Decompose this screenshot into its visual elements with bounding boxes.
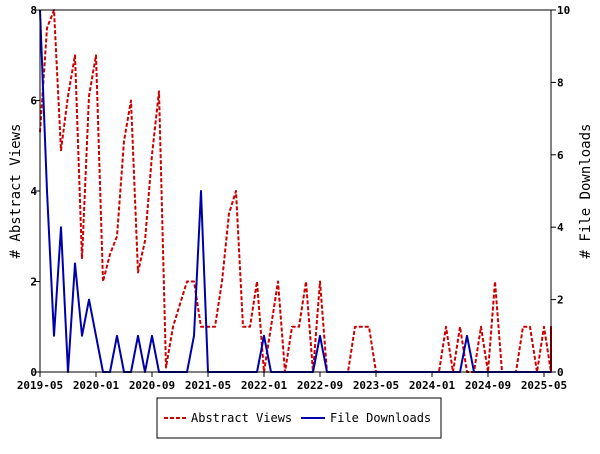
y-right-tick-label: 10 xyxy=(557,4,570,17)
x-tick-label: 2024-09 xyxy=(465,379,511,392)
x-tick-label: 2025-05 xyxy=(521,379,567,392)
y-left-tick-label: 2 xyxy=(30,276,37,289)
legend-box xyxy=(156,397,442,439)
axes-layer: 2019-05 2020-01 2020-09 2021-05 2022-01 2022-… xyxy=(17,4,570,392)
legend: Abstract Views File Downloads xyxy=(156,397,442,439)
x-tick-label: 2022-09 xyxy=(297,379,343,392)
x-tick-label: 2019-05 xyxy=(17,379,63,392)
y-right-tick-label: 6 xyxy=(557,149,564,162)
y-axis-right-label: # File Downloads xyxy=(578,124,594,259)
y-right-tick-label: 8 xyxy=(557,76,564,89)
legend-label-abstract-views: Abstract Views xyxy=(191,411,292,425)
x-tick-label: 2020-09 xyxy=(129,379,175,392)
legend-label-file-downloads: File Downloads xyxy=(330,411,431,425)
x-tick-label: 2021-05 xyxy=(185,379,231,392)
y-right-tick-label: 4 xyxy=(557,221,564,234)
plot-frame-layer xyxy=(40,10,551,372)
y-right-tick-label: 0 xyxy=(557,366,564,379)
x-tick-label: 2023-05 xyxy=(353,379,399,392)
x-tick-label: 2024-01 xyxy=(409,379,456,392)
y-right-tick-label: 2 xyxy=(557,294,564,307)
series-line-abstract-views xyxy=(39,9,552,373)
y-left-tick-label: 0 xyxy=(30,366,37,379)
x-tick-label: 2020-01 xyxy=(73,379,120,392)
x-tick-label: 2022-01 xyxy=(241,379,288,392)
y-left-tick-label: 4 xyxy=(30,185,37,198)
y-left-tick-label: 6 xyxy=(30,95,37,108)
y-axis-left-label: # Abstract Views xyxy=(8,124,24,259)
y-left-tick-label: 8 xyxy=(30,4,37,17)
plot-area xyxy=(40,10,551,372)
